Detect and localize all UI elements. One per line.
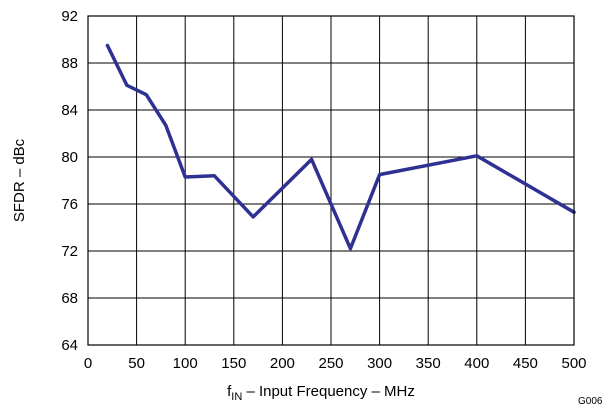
y-tick-label: 72	[61, 243, 78, 260]
series-line-0	[105, 43, 576, 251]
x-tick-label: 500	[561, 355, 586, 372]
x-tick-label: 100	[173, 355, 198, 372]
y-tick-label: 88	[61, 55, 78, 72]
x-tick-labels: 0 50 100 150 200 250 300 350 400 450 500	[84, 355, 587, 372]
x-axis-label-subscript: IN	[231, 391, 242, 403]
grid-lines	[87, 15, 575, 346]
x-tick-label: 50	[128, 355, 145, 372]
x-tick-label: 200	[270, 355, 295, 372]
x-axis-label-main: f	[227, 383, 232, 400]
y-axis-label: SFDR – dBc	[11, 138, 28, 222]
x-tick-label: 250	[318, 355, 343, 372]
y-tick-label: 76	[61, 196, 78, 213]
plot-frame	[87, 15, 575, 346]
x-tick-label: 350	[416, 355, 441, 372]
y-tick-labels: 64 68 72 76 80 84 88 92	[61, 8, 78, 354]
figure-id: G006	[578, 396, 603, 407]
x-axis-label: fIN – Input Frequency – MHz	[227, 383, 415, 403]
y-tick-label: 80	[61, 149, 78, 166]
y-tick-label: 64	[61, 337, 78, 354]
series-layer	[105, 43, 576, 251]
x-tick-label: 450	[513, 355, 538, 372]
y-tick-label: 92	[61, 8, 78, 25]
y-tick-label: 84	[61, 102, 78, 119]
x-axis-label-rest: – Input Frequency – MHz	[242, 383, 415, 400]
y-tick-label: 68	[61, 290, 78, 307]
x-tick-label: 0	[84, 355, 92, 372]
x-tick-label: 400	[464, 355, 489, 372]
x-tick-label: 300	[367, 355, 392, 372]
x-tick-label: 150	[221, 355, 246, 372]
